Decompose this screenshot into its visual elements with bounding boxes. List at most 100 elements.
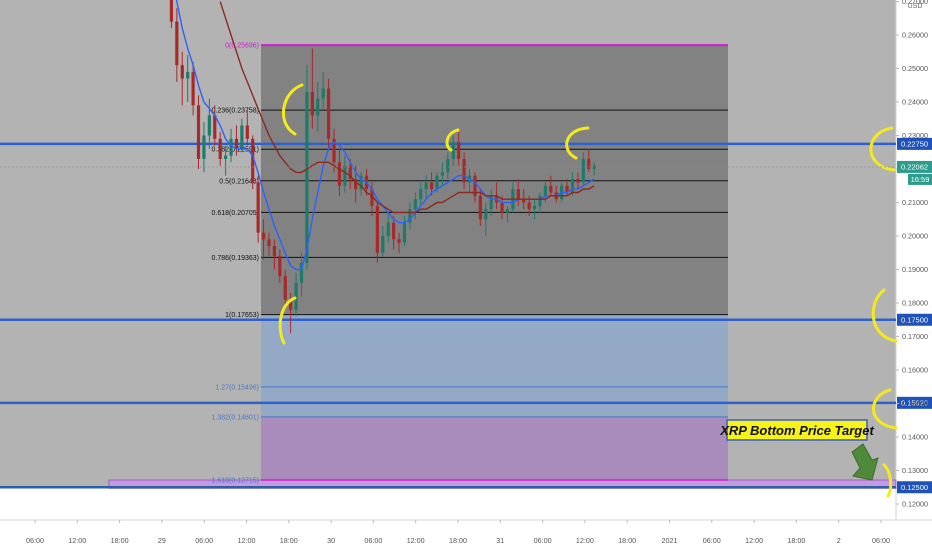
price-tick-label: 0.18000: [902, 299, 928, 308]
fib-level-label: 0.382(0.22591): [212, 147, 259, 154]
candle-body: [527, 202, 531, 210]
candle-body: [218, 138, 222, 159]
time-tick-label: 06:00: [364, 536, 382, 545]
fib-extension-zone-purple: [261, 416, 728, 481]
candle-body: [587, 158, 591, 169]
candle-body: [435, 175, 439, 190]
candle-body: [234, 138, 239, 149]
candle-body: [348, 165, 352, 180]
level-label: 0.12500: [901, 483, 928, 492]
candle-body: [267, 239, 271, 247]
candle-body: [343, 165, 347, 186]
time-tick-label: 30: [327, 536, 335, 545]
candle-body: [229, 138, 233, 156]
candle-body: [272, 246, 276, 257]
highlight-arc-axis-1: [869, 126, 896, 172]
fib-level-label: 0.5(0.21648): [219, 178, 259, 185]
candle-body: [283, 276, 287, 300]
fib-level-label: 0.618(0.20705): [212, 210, 259, 217]
price-tick-label: 0.26000: [902, 31, 928, 40]
candle-body: [196, 105, 201, 159]
candle-body: [359, 175, 363, 190]
fib-extension-zone-blue: [261, 314, 728, 417]
price-tick-label: 0.23000: [902, 131, 928, 140]
candle-body: [538, 195, 542, 206]
candle-body: [213, 115, 217, 139]
time-tick-label: 12:00: [68, 536, 86, 545]
candle-body: [299, 262, 304, 283]
fib-level-label: 1.618(0.12715): [212, 478, 259, 485]
fib-retracement-zone: [261, 45, 728, 315]
price-tick-label: 0.27000: [902, 0, 928, 6]
candle-body: [402, 222, 407, 243]
time-tick-label: 18:00: [787, 536, 805, 545]
candle-body: [592, 165, 596, 169]
moving-averages: [175, 0, 595, 271]
candle-body: [278, 256, 282, 277]
time-tick-label: 06:00: [534, 536, 552, 545]
price-tick-label: 0.14000: [902, 433, 928, 442]
candle-body: [462, 158, 466, 183]
price-tick-label: 0.12000: [902, 500, 928, 509]
time-tick-label: 06:00: [195, 536, 213, 545]
candle-body: [397, 239, 401, 243]
candle-body: [375, 205, 379, 253]
candle-body: [408, 209, 412, 223]
candle-body: [337, 162, 342, 186]
candle-body: [245, 125, 249, 139]
time-tick-label: 18:00: [449, 536, 467, 545]
plot-bottom-white: [0, 488, 896, 520]
candle-body: [457, 142, 461, 159]
candle-body: [240, 125, 244, 149]
candle-body: [321, 88, 325, 99]
candle-body: [261, 232, 266, 240]
candle-body: [186, 71, 190, 79]
candle-body: [251, 138, 255, 183]
time-tick-label: 06:00: [703, 536, 721, 545]
highlight-arc-mid: [445, 128, 460, 152]
price-tick-label: 0.16000: [902, 366, 928, 375]
candle-body: [570, 179, 575, 193]
candle-body: [332, 138, 336, 163]
time-tick-label: 18:00: [111, 536, 129, 545]
current-price-badge: [897, 160, 932, 173]
candle-body: [413, 199, 417, 210]
price-tick-label: 0.19000: [902, 265, 928, 274]
candle-body: [446, 158, 450, 173]
time-tick-label: 12:00: [238, 536, 256, 545]
fib-level-label: 1.27(0.15496): [215, 384, 259, 391]
candle-body: [489, 195, 493, 210]
candle-body: [478, 195, 482, 220]
candle-body: [500, 202, 504, 213]
candle-body: [473, 175, 477, 196]
candle-body: [549, 185, 553, 193]
support-resistance-lines[interactable]: 0.22750 0.17500 0.15020 0.12500: [0, 137, 932, 494]
time-tick-label: 12:00: [745, 536, 763, 545]
candle-body: [451, 142, 455, 159]
level-label: 0.17500: [901, 316, 928, 325]
highlight-arc-axis-4: [882, 463, 893, 498]
candle-body: [516, 189, 520, 200]
candle-body: [543, 185, 547, 196]
level-badge: [897, 481, 932, 494]
annotation-box: [726, 419, 868, 441]
candle-body: [532, 205, 537, 210]
candle-body: [505, 209, 510, 213]
handdrawn-highlights: [278, 83, 898, 498]
time-tick-label: 12:00: [576, 536, 594, 545]
candle-body: [207, 115, 211, 136]
candle-body: [354, 179, 358, 190]
time-axis[interactable]: 06:00 12:00 18:00 29 06:00 12:00 18:00 30 06:00 1…: [26, 520, 890, 545]
price-target-annotation: XRP Bottom Price Target: [719, 419, 879, 481]
highlight-arc-right: [565, 126, 590, 160]
candle-body: [169, 0, 174, 22]
candle-body: [256, 182, 260, 233]
time-tick-label: 2021: [662, 536, 678, 545]
candle-body: [370, 189, 374, 206]
candle-body: [381, 236, 385, 253]
level-badge: [897, 396, 932, 409]
candle-body: [576, 179, 580, 183]
price-tick-label: 0.20000: [902, 232, 928, 241]
